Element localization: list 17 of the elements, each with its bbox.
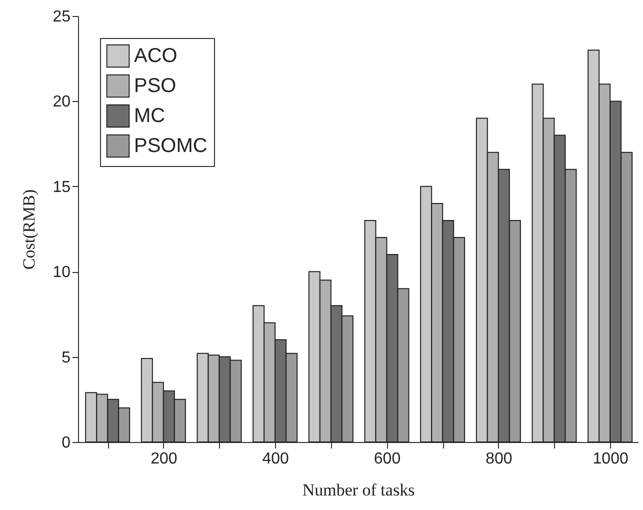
x-axis-title: Number of tasks: [302, 480, 415, 500]
legend-label: PSOMC: [134, 135, 208, 157]
x-tick-label: 1000: [592, 450, 628, 468]
legend-label: ACO: [134, 45, 178, 67]
x-tick-label: 800: [486, 450, 512, 468]
y-tick-label: 15: [52, 178, 71, 196]
legend-label: MC: [134, 105, 166, 127]
y-tick-label: 10: [52, 264, 71, 282]
x-tick-label: 400: [262, 450, 290, 468]
y-tick-label: 5: [62, 349, 71, 366]
legend-label: PSO: [134, 75, 176, 97]
x-tick-label: 600: [374, 450, 401, 468]
y-tick-label: 0: [62, 434, 71, 452]
y-tick-label: 25: [52, 8, 71, 26]
y-tick-label: 20: [52, 94, 71, 111]
y-axis-title: Cost(RMB): [20, 189, 39, 270]
x-tick-label: 200: [150, 450, 178, 468]
